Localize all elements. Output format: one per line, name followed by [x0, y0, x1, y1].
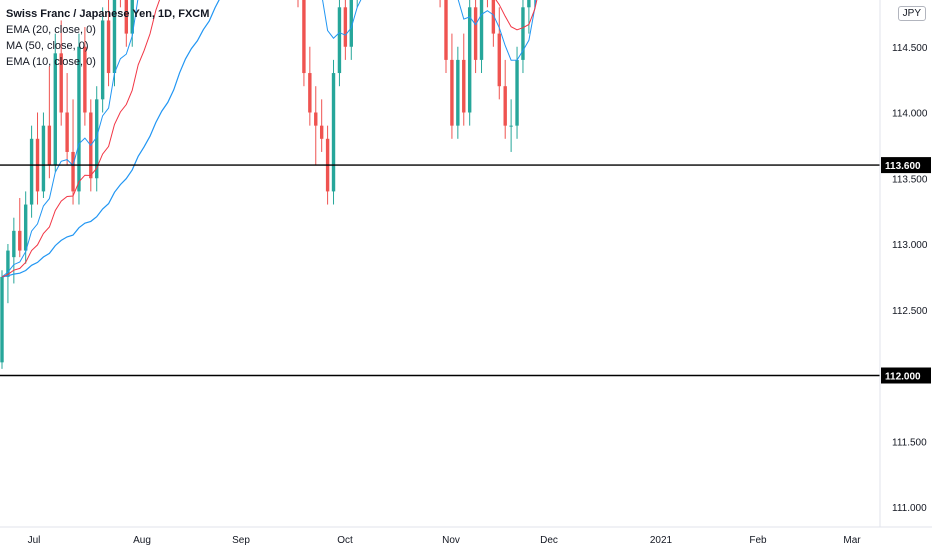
candle[interactable]: [95, 99, 99, 179]
candle[interactable]: [106, 20, 111, 74]
candle[interactable]: [450, 59, 454, 126]
candle[interactable]: [29, 138, 34, 205]
ema20-line: [1, 0, 538, 278]
time-tick-label: Aug: [133, 535, 151, 546]
price-tick-label: 114.000: [892, 109, 928, 120]
candle[interactable]: [47, 125, 52, 166]
candle[interactable]: [6, 250, 10, 277]
time-tick-label: Mar: [843, 535, 861, 546]
candle[interactable]: [83, 46, 87, 113]
level-price-badge: [881, 367, 931, 384]
candle[interactable]: [337, 7, 342, 74]
legend-ema10: EMA (10, close, 0): [6, 56, 96, 68]
candle[interactable]: [503, 86, 507, 126]
candle[interactable]: [23, 204, 28, 251]
time-tick-label: Sep: [232, 535, 250, 546]
candle[interactable]: [456, 59, 460, 126]
candle[interactable]: [18, 230, 22, 251]
candle[interactable]: [12, 230, 16, 258]
time-tick-label: Jul: [28, 535, 41, 546]
candle[interactable]: [65, 112, 69, 152]
time-tick-label: Dec: [540, 535, 558, 546]
price-axis[interactable]: [880, 0, 932, 550]
currency-label[interactable]: JPY: [897, 6, 926, 21]
candle[interactable]: [112, 0, 117, 74]
candle[interactable]: [521, 7, 525, 60]
price-tick-label: 111.500: [892, 437, 927, 448]
candle[interactable]: [319, 125, 324, 139]
candle[interactable]: [467, 7, 472, 113]
candle[interactable]: [302, 0, 306, 74]
ema10-line: [1, 0, 537, 278]
price-tick-label: 111.000: [892, 503, 927, 514]
candle[interactable]: [124, 0, 129, 34]
time-tick-label: Feb: [749, 535, 767, 546]
price-tick-label: 114.500: [892, 43, 928, 54]
price-tick-label: 113.500: [892, 174, 928, 185]
candle[interactable]: [527, 0, 531, 8]
chart-title: Swiss Franc / Japanese Yen, 1D, FXCM: [6, 8, 210, 20]
candle[interactable]: [100, 20, 105, 100]
ma50-line: [1, 0, 220, 278]
candle[interactable]: [343, 7, 348, 47]
candle[interactable]: [59, 53, 63, 113]
chart-legend: Swiss Franc / Japanese Yen, 1D, FXCM EMA…: [6, 6, 209, 70]
candle[interactable]: [314, 112, 318, 126]
candle[interactable]: [509, 125, 513, 127]
candle[interactable]: [515, 59, 519, 126]
candle[interactable]: [53, 53, 57, 166]
candle[interactable]: [0, 276, 4, 363]
time-tick-label: 2021: [650, 535, 673, 546]
time-tick-label: Oct: [337, 535, 353, 546]
time-tick-label: Nov: [442, 535, 460, 546]
level-price-label: 112.000: [885, 372, 921, 383]
candle[interactable]: [491, 0, 496, 34]
candle[interactable]: [462, 59, 466, 113]
candle[interactable]: [497, 33, 501, 87]
candle[interactable]: [308, 73, 312, 113]
candle[interactable]: [130, 0, 134, 34]
candle[interactable]: [349, 0, 353, 47]
level-price-badge: [881, 157, 931, 174]
candle[interactable]: [71, 151, 75, 192]
candle[interactable]: [77, 46, 81, 192]
price-tick-label: 112.500: [892, 306, 928, 317]
candle[interactable]: [479, 0, 484, 60]
legend-ema20: EMA (20, close, 0): [6, 24, 96, 36]
level-price-label: 113.600: [885, 161, 921, 172]
candle[interactable]: [331, 73, 336, 192]
candle[interactable]: [41, 125, 46, 192]
price-tick-label: 113.000: [892, 240, 928, 251]
candle[interactable]: [473, 7, 478, 60]
candle[interactable]: [444, 0, 448, 60]
legend-ma50: MA (50, close, 0): [6, 40, 89, 52]
